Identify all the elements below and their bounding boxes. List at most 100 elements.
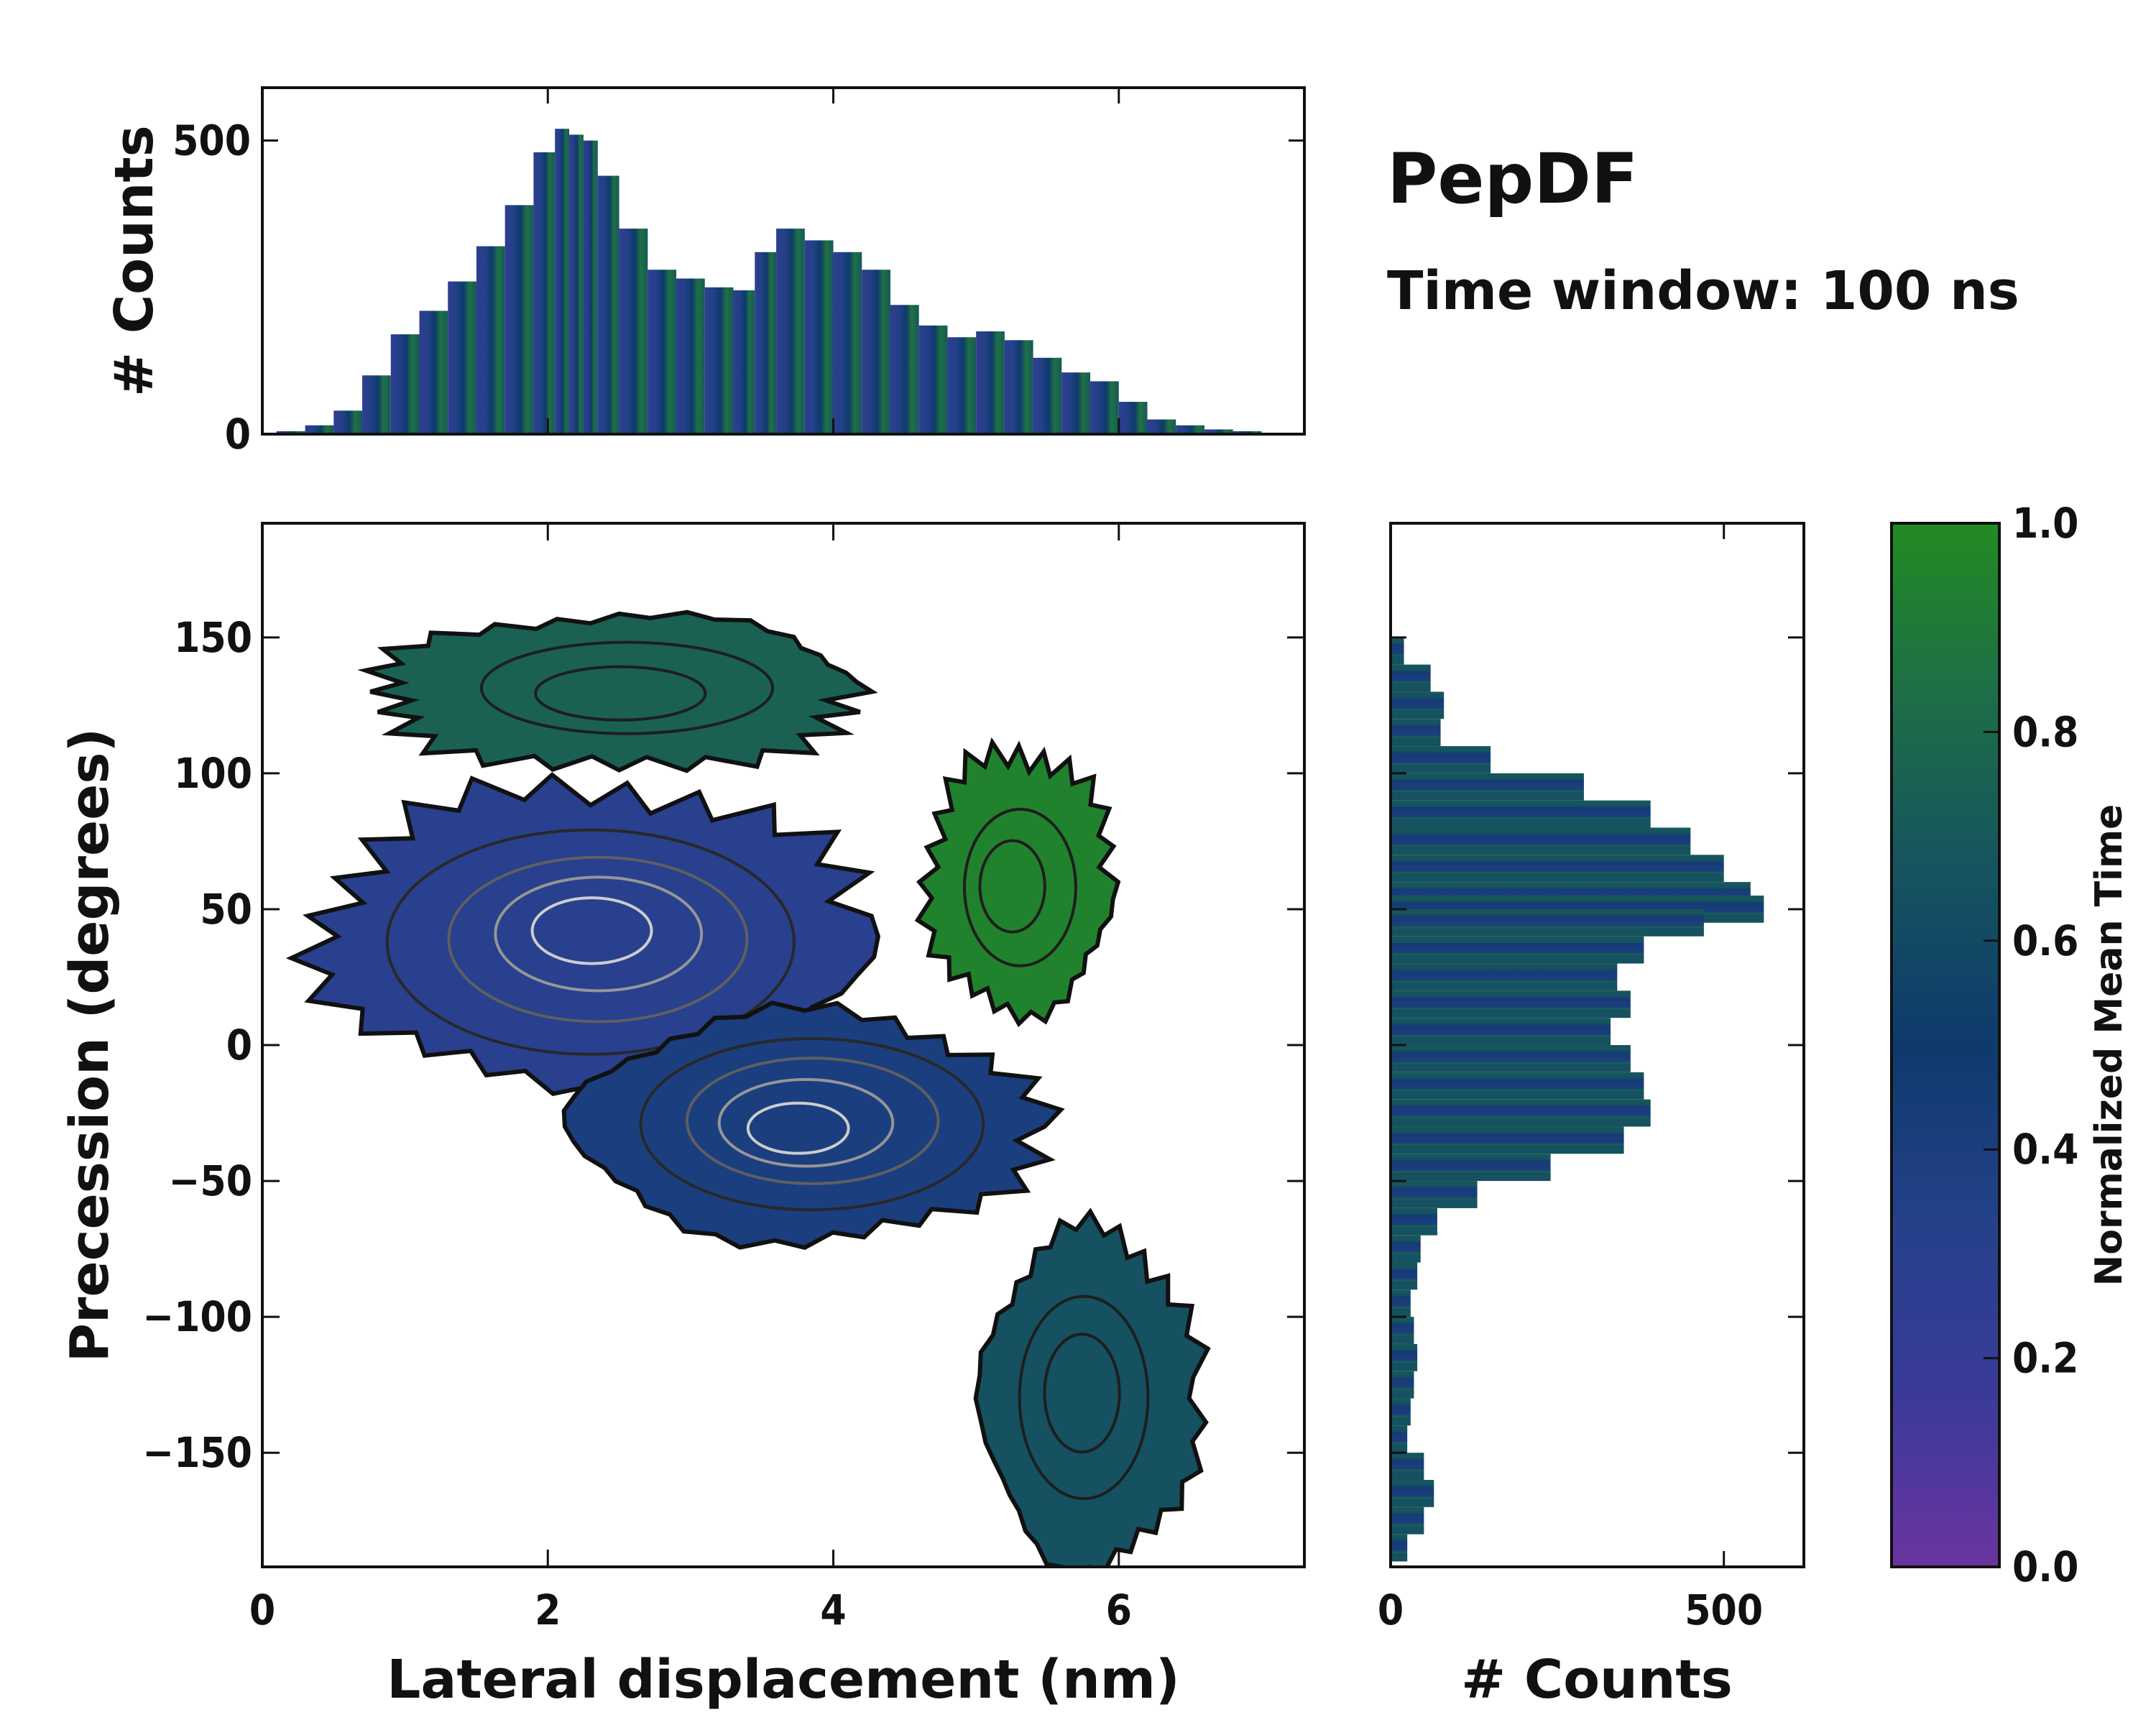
colorbar-label: Normalized Mean Time — [2088, 804, 2131, 1287]
top-hist-bar — [776, 229, 805, 434]
density-contour — [717, 1077, 895, 1168]
top-hist-bar — [533, 152, 556, 434]
top-hist-bar — [1176, 425, 1204, 434]
chart-title: PepDF — [1387, 139, 1638, 219]
right-hist-bar — [1391, 1343, 1418, 1371]
density-contour — [978, 839, 1046, 934]
y-tick-label: −150 — [142, 1428, 252, 1477]
region-fill — [357, 610, 878, 773]
top-hist-bar — [1118, 402, 1148, 434]
top-panel-frame — [261, 86, 1306, 436]
density-contour — [1018, 1294, 1150, 1501]
right-hist-bar — [1391, 1398, 1411, 1426]
y-axis-label: Precession (degrees) — [59, 728, 121, 1362]
top-hist-bar — [862, 270, 890, 434]
top-hist-bar — [976, 331, 1005, 434]
right-hist-bar — [1391, 1425, 1408, 1453]
joint-x-ticks: 0 2 4 6 — [249, 523, 1132, 1634]
chart-subtitle: Time window: 100 ns — [1387, 260, 2019, 322]
heatmap-region — [357, 610, 878, 773]
right-marginal-histogram: 0 500 # Counts — [1378, 522, 1805, 1711]
colorbar-ticks: 1.0 0.8 0.6 0.4 0.2 0.0 — [1984, 499, 2078, 1591]
right-hist-bar — [1391, 1154, 1551, 1182]
top-hist-bar — [804, 240, 834, 434]
density-contour — [685, 1057, 940, 1185]
right-hist-bar — [1391, 1317, 1414, 1344]
x-axis-label: Lateral displacement (nm) — [387, 1649, 1179, 1711]
right-hist-bar — [1391, 691, 1445, 719]
density-contour — [1043, 1333, 1121, 1454]
top-hist-bar — [755, 252, 777, 434]
density-contour — [530, 896, 653, 965]
density-contour — [962, 807, 1077, 967]
right-hist-bar — [1391, 1371, 1414, 1399]
right-hist-bar — [1391, 1480, 1434, 1507]
top-hist-bar — [1204, 429, 1233, 434]
right-hist-bar — [1391, 1018, 1611, 1045]
top-hist-bar — [1147, 419, 1176, 434]
top-hist-bar — [890, 305, 919, 434]
top-hist-bar — [555, 129, 570, 434]
right-hist-bar — [1391, 1208, 1437, 1236]
right-hist-bar — [1391, 963, 1618, 991]
colorbar-bar — [1890, 522, 2001, 1568]
top-y-tick-label: 500 — [172, 116, 251, 165]
right-hist-bar — [1391, 637, 1404, 665]
heatmap-region — [914, 737, 1121, 1028]
y-tick-label: 50 — [200, 885, 252, 934]
top-hist-bar — [947, 337, 977, 434]
top-hist-bar — [733, 290, 755, 434]
right-hist-bar — [1391, 990, 1631, 1018]
right-hist-bar — [1391, 800, 1651, 828]
right-hist-bar — [1391, 827, 1691, 855]
right-x-ticks: 0 500 — [1378, 523, 1804, 1634]
density-contour — [639, 1036, 985, 1212]
top-hist-bar — [918, 325, 948, 434]
colorbar-tick-label: 0.4 — [2012, 1125, 2078, 1174]
right-hist-bar — [1391, 855, 1724, 883]
right-hist-bar — [1391, 746, 1491, 773]
top-hist-bar — [362, 375, 391, 434]
colorbar-tick-label: 0.2 — [2012, 1334, 2078, 1383]
right-x-tick-label: 500 — [1685, 1586, 1763, 1634]
x-tick-label: 4 — [820, 1586, 846, 1634]
y-tick-label: 100 — [174, 749, 252, 798]
y-tick-label: 0 — [226, 1021, 252, 1070]
y-tick-label: −100 — [142, 1292, 252, 1341]
top-hist-bar — [1090, 381, 1119, 434]
right-hist-bar — [1391, 1181, 1478, 1208]
density-contour — [479, 640, 775, 735]
top-hist-bar — [569, 134, 584, 434]
colorbar-tick-label: 0.8 — [2012, 707, 2078, 756]
heatmap-region — [561, 1000, 1065, 1250]
colorbar: 1.0 0.8 0.6 0.4 0.2 0.0 Normalized Mean Time — [1890, 499, 2131, 1591]
top-hist-bar — [276, 431, 305, 434]
heatmap-regions — [285, 610, 1211, 1567]
top-hist-bar — [648, 270, 677, 434]
right-hist-bar — [1391, 1072, 1644, 1100]
right-histogram-bars — [1391, 637, 1764, 1562]
right-hist-bar — [1391, 936, 1644, 964]
right-hist-bar — [1391, 719, 1441, 747]
right-hist-bar — [1391, 1045, 1631, 1072]
density-contour — [385, 828, 796, 1056]
right-hist-bar — [1391, 908, 1704, 937]
right-hist-bar — [1391, 1506, 1424, 1535]
top-y-ticks: 0 500 — [172, 88, 1304, 459]
top-hist-bar — [1004, 340, 1033, 434]
right-hist-bar — [1391, 1235, 1421, 1263]
top-hist-bar — [704, 287, 734, 434]
top-hist-bar — [390, 334, 420, 434]
top-histogram-bars — [276, 129, 1291, 435]
joint-heatmap: 0 2 4 6 150 100 50 0 −50 −100 −150 Lateral displa… — [59, 522, 1306, 1711]
top-hist-bar — [1061, 372, 1091, 434]
right-hist-bar — [1391, 773, 1584, 801]
right-hist-bar — [1391, 1534, 1408, 1562]
top-hist-bar — [597, 175, 619, 435]
top-hist-bar — [448, 281, 476, 434]
region-fill — [914, 737, 1121, 1028]
right-hist-bar — [1391, 1099, 1651, 1127]
right-hist-bar — [1391, 664, 1431, 692]
top-y-axis-label: # Counts — [103, 125, 165, 397]
x-tick-label: 6 — [1106, 1586, 1132, 1634]
